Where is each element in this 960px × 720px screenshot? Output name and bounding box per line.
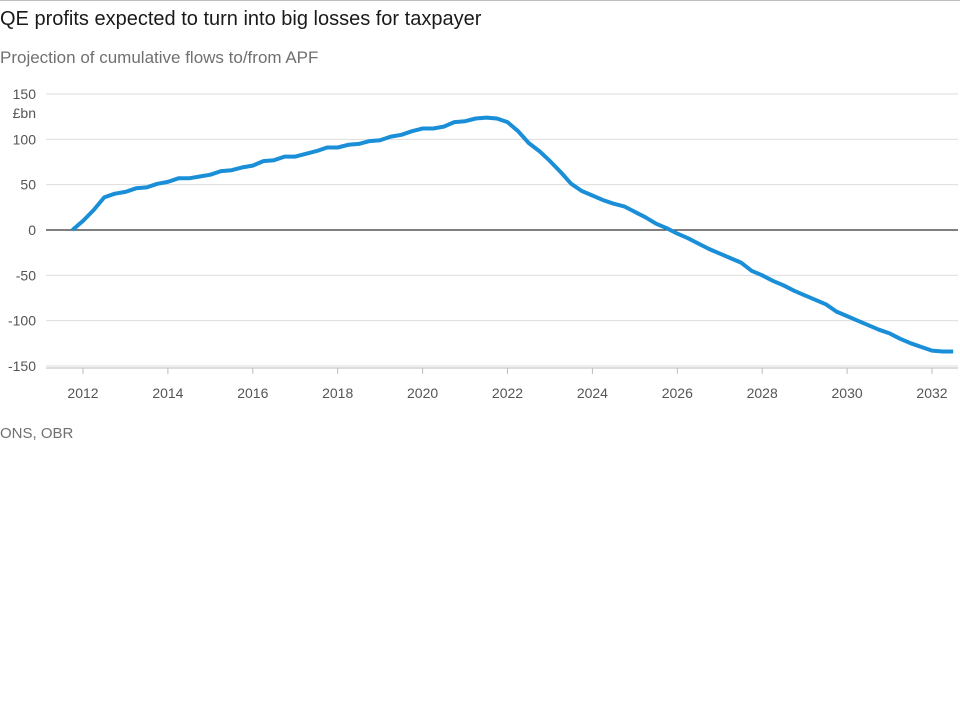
x-tick-label: 2018 <box>322 385 353 401</box>
x-tick-label: 2014 <box>152 385 183 401</box>
y-tick-label: -100 <box>8 313 36 329</box>
x-tick-label: 2020 <box>407 385 438 401</box>
y-tick-label: 150 <box>13 86 37 102</box>
x-tick-label: 2022 <box>492 385 523 401</box>
series-layer <box>71 115 954 354</box>
x-tick-label: 2016 <box>237 385 268 401</box>
y-tick-label: 100 <box>13 131 37 147</box>
chart-title: QE profits expected to turn into big los… <box>0 8 482 30</box>
axis-layer <box>46 367 958 374</box>
label-layer: 150 100 50 0 -50 -100 -150 £bn 2012 2014 2016 2018 2… <box>8 86 948 401</box>
y-tick-label: -50 <box>16 267 36 283</box>
line-chart: 150 100 50 0 -50 -100 -150 £bn 2012 2014 2016 2018 2… <box>8 86 958 401</box>
top-rule <box>0 0 960 1</box>
x-tick-label: 2028 <box>747 385 778 401</box>
y-axis-unit-label: £bn <box>13 105 36 121</box>
y-tick-label: -150 <box>8 358 36 374</box>
x-tick-label: 2032 <box>916 385 947 401</box>
y-tick-label: 0 <box>28 222 36 238</box>
grid-layer <box>46 93 958 367</box>
series-line <box>71 115 954 354</box>
source-note: ONS, OBR <box>0 425 74 442</box>
x-tick-label: 2024 <box>577 385 608 401</box>
x-tick-label: 2012 <box>67 385 98 401</box>
y-tick-label: 50 <box>20 177 36 193</box>
chart-subtitle: Projection of cumulative flows to/from A… <box>0 48 319 67</box>
x-tick-label: 2026 <box>662 385 693 401</box>
x-tick-label: 2030 <box>832 385 863 401</box>
